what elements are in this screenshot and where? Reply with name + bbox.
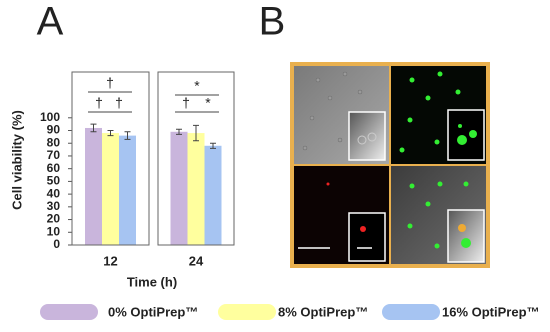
significance-label: † bbox=[106, 75, 114, 91]
significance-label: † bbox=[182, 95, 190, 111]
error-bar bbox=[176, 128, 182, 135]
significance-label: † bbox=[115, 95, 123, 111]
plot-box bbox=[71, 71, 150, 246]
y-tick-label: 0 bbox=[53, 237, 60, 251]
x-axis-label: Time (h) bbox=[127, 274, 177, 289]
y-tick-label: 30 bbox=[47, 199, 61, 213]
y-tick-label: 100 bbox=[40, 110, 60, 124]
bar bbox=[187, 133, 205, 245]
bar bbox=[102, 133, 119, 245]
y-tick-label: 50 bbox=[47, 174, 61, 188]
legend-swatch bbox=[218, 304, 276, 320]
y-tick-label: 90 bbox=[47, 123, 61, 137]
panel-label: A bbox=[37, 0, 64, 44]
error-bar bbox=[210, 142, 216, 149]
legend-swatch bbox=[382, 304, 440, 320]
bar bbox=[170, 131, 188, 245]
plot-box bbox=[157, 71, 235, 246]
y-tick-label: 10 bbox=[47, 224, 61, 238]
error-bar bbox=[90, 123, 97, 133]
micrograph-panel bbox=[290, 62, 490, 268]
y-tick-label: 70 bbox=[47, 148, 61, 162]
y-tick-label: 20 bbox=[47, 212, 61, 226]
significance-label: † bbox=[95, 95, 103, 111]
panel-label: B bbox=[259, 0, 286, 44]
legend-label: 16% OptiPrep™ bbox=[442, 304, 540, 319]
error-bar bbox=[124, 131, 131, 140]
error-bar bbox=[193, 124, 199, 142]
legend-label: 0% OptiPrep™ bbox=[108, 304, 198, 319]
y-tick-label: 40 bbox=[47, 186, 61, 200]
y-tick-label: 80 bbox=[47, 135, 61, 149]
y-axis-label: Cell viability (%) bbox=[9, 110, 24, 210]
significance-label: * bbox=[205, 95, 211, 111]
x-tick-label: 24 bbox=[189, 253, 204, 268]
bar bbox=[119, 135, 136, 245]
error-bar bbox=[107, 130, 114, 137]
bar bbox=[85, 127, 102, 245]
y-tick-label: 60 bbox=[47, 161, 61, 175]
x-tick-label: 12 bbox=[103, 253, 117, 268]
bar bbox=[204, 145, 222, 245]
significance-label: * bbox=[194, 78, 200, 94]
legend-swatch bbox=[40, 304, 98, 320]
legend-label: 8% OptiPrep™ bbox=[278, 304, 368, 319]
